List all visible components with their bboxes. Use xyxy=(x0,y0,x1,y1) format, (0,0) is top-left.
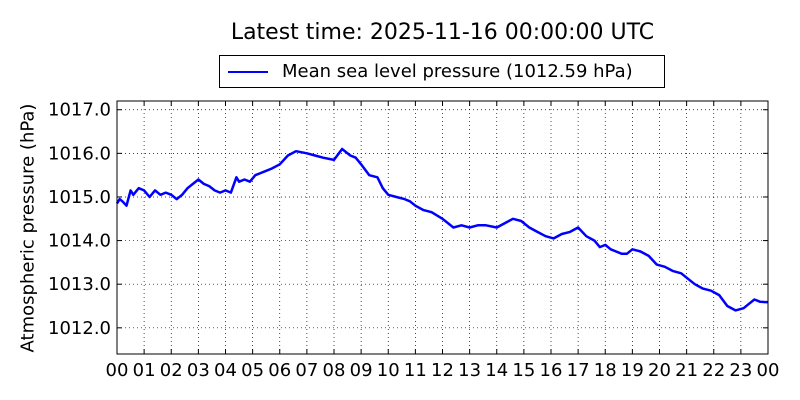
x-tick-label: 00 xyxy=(106,360,129,381)
x-tick-label: 08 xyxy=(323,360,346,381)
legend: Mean sea level pressure (1012.59 hPa) xyxy=(219,55,665,88)
y-tick-label: 1015.0 xyxy=(48,187,111,208)
x-tick-label: 16 xyxy=(540,360,563,381)
x-tick-label: 05 xyxy=(241,360,264,381)
x-tick-label: 01 xyxy=(133,360,156,381)
x-tick-label: 04 xyxy=(214,360,237,381)
x-tick-label: 19 xyxy=(621,360,644,381)
x-tick-label: 11 xyxy=(404,360,427,381)
x-tick-label: 18 xyxy=(594,360,617,381)
x-tick-label: 09 xyxy=(350,360,373,381)
y-tick-label: 1013.0 xyxy=(48,274,111,295)
legend-line-swatch xyxy=(228,71,268,73)
x-tick-label: 06 xyxy=(268,360,291,381)
x-tick-label: 22 xyxy=(702,360,725,381)
y-tick-label: 1016.0 xyxy=(48,143,111,164)
x-tick-label: 21 xyxy=(675,360,698,381)
series-layer xyxy=(115,147,768,312)
grid-lines xyxy=(117,101,768,354)
x-tick-label: 14 xyxy=(485,360,508,381)
y-tick-label: 1012.0 xyxy=(48,318,111,339)
x-tick-label: 07 xyxy=(295,360,318,381)
y-axis-label: Atmospheric pressure (hPa) xyxy=(17,103,39,353)
x-tick-label: 17 xyxy=(567,360,590,381)
x-tick-label: 23 xyxy=(729,360,752,381)
x-tick-label: 03 xyxy=(187,360,210,381)
x-tick-label: 10 xyxy=(377,360,400,381)
y-tick-label: 1014.0 xyxy=(48,231,111,252)
plot-frame xyxy=(116,100,769,355)
chart-title: Latest time: 2025-11-16 00:00:00 UTC xyxy=(230,20,655,45)
x-tick-label: 02 xyxy=(160,360,183,381)
x-tick-label: 20 xyxy=(648,360,671,381)
x-tick-label: 13 xyxy=(458,360,481,381)
x-tick-label: 00 xyxy=(757,360,780,381)
tick-marks xyxy=(116,101,769,354)
x-tick-label: 15 xyxy=(512,360,535,381)
y-tick-label: 1017.0 xyxy=(48,100,111,121)
x-tick-label: 12 xyxy=(431,360,454,381)
legend-label: Mean sea level pressure (1012.59 hPa) xyxy=(282,61,633,82)
pressure-series-line xyxy=(115,147,768,312)
x-tick-labels: 00 01 02 03 04 05 06 07 08 09 10 11 12 13 14 15 16 17 18 19… xyxy=(106,360,780,381)
y-tick-labels: 1012.0 1013.0 1014.0 1015.0 1016.0 1017.0 xyxy=(48,100,111,339)
